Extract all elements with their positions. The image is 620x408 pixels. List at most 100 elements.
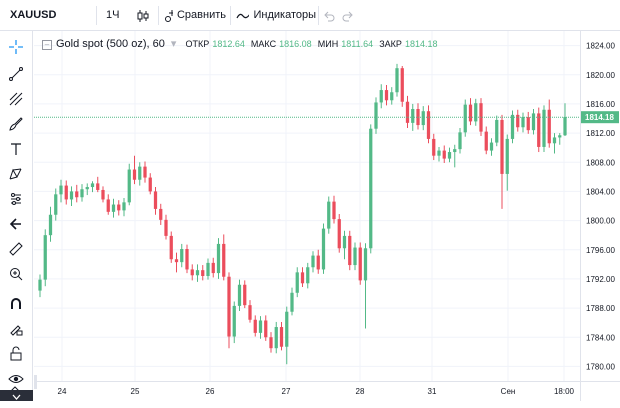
trend-line-icon [9,67,23,81]
text-icon [11,143,21,155]
candle-body [468,104,473,122]
interval-button[interactable]: 1Ч [106,0,132,31]
candle-body [75,191,79,198]
legend-collapse-icon[interactable]: – [42,40,52,50]
lock-draw-tool[interactable] [5,318,27,340]
legend-close-value: 1814.18 [404,39,438,49]
sidebar-collapse-button[interactable] [0,390,33,401]
visibility-tool[interactable] [5,368,27,390]
candle-body [300,272,305,284]
candle-body [353,247,357,266]
candle-body [106,199,110,212]
brush-tool[interactable] [5,113,27,135]
prediction-tool[interactable] [5,188,27,210]
back-tool[interactable] [5,213,27,235]
indicators-button[interactable]: Индикаторы [236,0,316,31]
ruler-icon [9,242,23,256]
pitchfork-tool[interactable] [5,88,27,110]
candle-body [54,194,58,215]
candle-body [390,92,394,101]
candle-body [159,208,163,220]
candle-body [285,311,289,347]
indicators-icon [236,13,250,18]
zoom-tool[interactable] [5,263,27,285]
legend-close-label: ЗАКР [379,39,402,49]
x-axis-tick-label: Сен [501,387,516,396]
candle-body [132,169,137,180]
candle-body [180,249,184,263]
candles-icon [137,9,149,22]
candle-body [201,270,205,276]
candle-body [395,68,399,93]
candle-body [374,102,378,129]
redo-button[interactable] [342,0,358,31]
compare-label: Сравнить [176,9,226,21]
price-chart[interactable]: 1824.00 1820.00 1816.00 1812.00 1808.00 1804.… [34,31,620,401]
legend-open-label: ОТКР [185,39,210,49]
candle-body [537,113,541,147]
pattern-tool[interactable] [5,163,27,185]
last-price-label: 1814.18 [585,113,614,122]
symbol-search[interactable]: XAUUSD [10,0,80,31]
candle-body [327,201,331,229]
candle-body [96,183,100,190]
candle-body [363,248,368,281]
candle-body [206,262,210,276]
x-axis-tick-label: 27 [282,387,291,396]
brush-icon [9,117,23,131]
legend-more-icon[interactable]: ▾ [170,38,177,50]
candle-body [432,138,436,156]
y-axis-tick-label: 1784.00 [586,333,615,342]
undo-icon [324,11,335,21]
trend-line-tool[interactable] [5,63,27,85]
chart-area[interactable]: 1824.00 1820.00 1816.00 1812.00 1808.00 1804.… [34,31,620,401]
compare-button[interactable]: Сравнить [164,0,226,31]
candle-body [563,117,567,136]
y-axis-tick-label: 1820.00 [586,71,615,80]
candle-body [348,235,352,266]
candle-body [411,109,415,123]
candle-body [248,305,252,320]
ruler-tool[interactable] [5,238,27,260]
candle-body [542,109,546,147]
candle-body [127,169,131,203]
candle-body [547,109,551,144]
x-axis-tick-label: 31 [428,387,437,396]
candle-body [290,292,294,312]
toolbar-divider [96,6,97,25]
candle-body [59,185,63,195]
candle-body [253,319,257,333]
candle-body [421,111,425,126]
y-axis-tick-label: 1792.00 [586,275,615,284]
magnet-tool[interactable] [5,293,27,315]
legend-high-label: МАКС [250,39,277,49]
candle-body [38,279,42,291]
compare-icon [165,9,173,22]
text-tool[interactable] [5,138,27,160]
toolbar-divider [230,6,231,25]
toolbar-divider [158,6,159,25]
candle-body [358,247,362,281]
pattern-icon [9,168,22,180]
candle-body [400,68,404,102]
magnet-icon [11,298,21,309]
x-axis-tick-label: 26 [206,387,215,396]
x-axis-tick-label: 18:00 [554,387,575,396]
eye-icon [8,375,24,383]
legend-low-value: 1811.64 [341,39,374,49]
candle-body [190,269,194,276]
undo-button[interactable] [323,0,339,31]
candle-body [80,189,84,198]
last-price-badge [581,111,619,124]
candle-body [453,149,457,153]
candle-body [232,305,236,337]
pitchfork-icon [9,92,23,106]
crosshair-tool[interactable] [5,36,27,58]
candle-body [558,135,562,138]
y-axis-tick-label: 1812.00 [586,129,615,138]
symbol-label: XAUUSD [10,9,57,21]
chart-style-button[interactable] [136,0,156,31]
lock-tool[interactable] [5,343,27,365]
candle-body [195,270,200,276]
back-arrow-icon [9,218,21,230]
